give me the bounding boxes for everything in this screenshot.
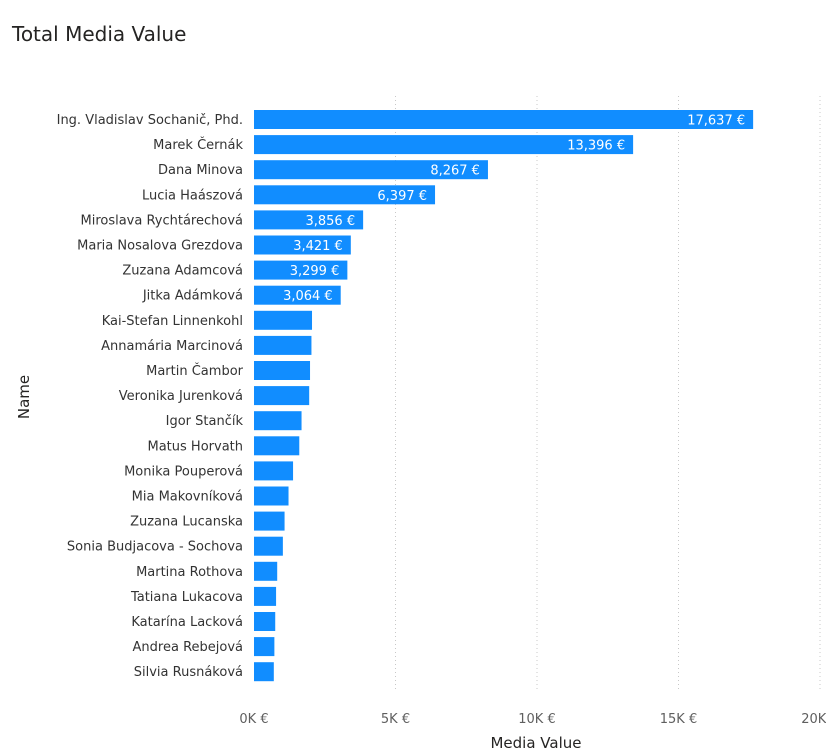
data-label: 3,064 € — [283, 289, 333, 304]
bar[interactable] — [254, 361, 311, 380]
x-tick-label: 20K € — [801, 712, 826, 727]
data-label: 3,299 € — [290, 264, 340, 279]
bar[interactable] — [254, 386, 310, 406]
bar[interactable] — [254, 536, 283, 556]
category-label: Monika Pouperová — [124, 464, 243, 479]
bar[interactable] — [254, 662, 274, 682]
bar[interactable] — [254, 612, 276, 631]
x-tick-label: 5K € — [381, 712, 410, 727]
category-label: Veronika Jurenková — [119, 389, 243, 404]
data-label: 8,267 € — [430, 164, 480, 179]
category-label: Lucia Haászová — [142, 188, 243, 203]
bar[interactable] — [254, 511, 285, 531]
bar[interactable] — [254, 235, 351, 255]
bar[interactable] — [254, 285, 341, 305]
x-tick-label: 10K € — [518, 712, 555, 727]
category-label: Kai-Stefan Linnenkohl — [102, 314, 243, 329]
category-label: Marek Černák — [153, 137, 243, 153]
bar[interactable] — [254, 436, 300, 456]
category-label: Ing. Vladislav Sochanič, Phd. — [57, 113, 243, 128]
bar[interactable] — [254, 561, 278, 581]
x-axis-ticks: 0K € 5K € 10K € 15K € 20K € — [239, 712, 826, 727]
category-label: Mia Makovníková — [132, 490, 243, 505]
y-axis-title: Name — [15, 375, 33, 419]
x-tick-label: 15K € — [660, 712, 697, 727]
bar[interactable] — [254, 411, 302, 431]
category-label: Zuzana Lucanska — [130, 515, 243, 530]
category-label: Martina Rothova — [136, 565, 243, 580]
bar[interactable] — [254, 486, 289, 506]
category-label: Silvia Rusnáková — [134, 665, 243, 680]
bar[interactable] — [254, 260, 348, 280]
data-label: 17,637 € — [687, 114, 745, 129]
bar[interactable] — [254, 185, 436, 205]
x-axis-title: Media Value — [490, 734, 581, 752]
category-label: Andrea Rebejová — [133, 640, 243, 655]
category-label: Dana Minova — [158, 163, 243, 178]
category-label: Sonia Budjacova - Sochova — [67, 540, 243, 555]
category-label: Tatiana Lukacova — [130, 590, 243, 605]
data-label: 6,397 € — [377, 189, 427, 204]
bar[interactable] — [254, 586, 277, 606]
bar[interactable] — [254, 461, 294, 481]
bar[interactable] — [254, 335, 312, 355]
bar[interactable] — [254, 160, 488, 180]
x-tick-label: 0K € — [239, 712, 268, 727]
category-label: Annamária Marcinová — [101, 339, 243, 354]
bar[interactable] — [254, 637, 275, 657]
chart-title: Total Media Value — [12, 22, 187, 46]
category-label: Igor Stančík — [166, 414, 244, 429]
data-label: 13,396 € — [567, 139, 625, 154]
bar[interactable] — [254, 310, 313, 330]
category-label: Maria Nosalova Grezdova — [77, 239, 243, 254]
category-label: Zuzana Adamcová — [122, 264, 243, 279]
bar[interactable] — [254, 210, 364, 230]
category-label: Katarína Lacková — [131, 615, 243, 630]
bar[interactable] — [254, 110, 754, 129]
bars: 17,637 € 13,396 € 8,267 €6,397 € 3,856 € 3,4… — [254, 110, 754, 682]
category-label: Miroslava Rychtárechová — [80, 213, 243, 228]
category-label: Martin Čambor — [146, 363, 244, 379]
category-label: Matus Horvath — [148, 439, 244, 454]
category-labels: Ing. Vladislav Sochanič, Phd. Marek Černá… — [57, 113, 244, 680]
bar[interactable] — [254, 135, 634, 155]
gridlines — [395, 96, 821, 692]
data-label: 3,856 € — [305, 214, 355, 229]
data-label: 3,421 € — [293, 239, 343, 254]
category-label: Jitka Adámková — [142, 289, 243, 304]
